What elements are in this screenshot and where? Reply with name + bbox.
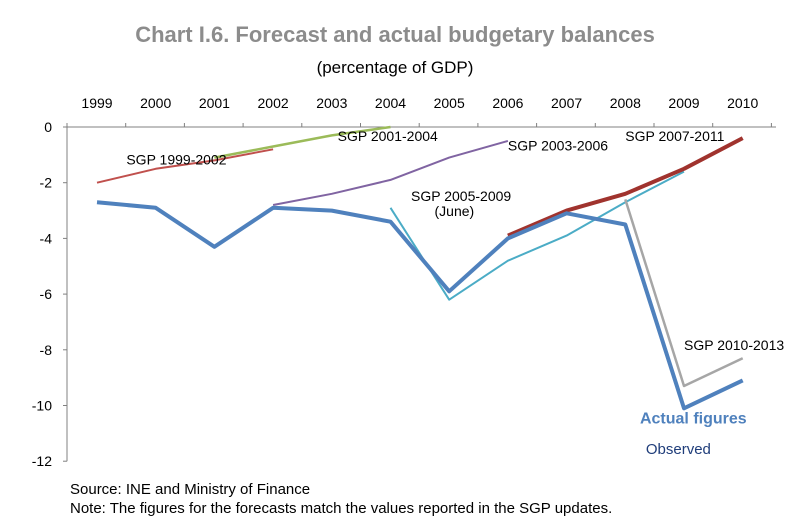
x-tick-label: 2003 <box>316 95 347 111</box>
x-tick-label: 2005 <box>434 95 465 111</box>
annotation-label: SGP 2001-2004 <box>338 128 438 144</box>
x-tick-label: 2004 <box>375 95 406 111</box>
annotations: SGP 1999-2002 SGP 2001-2004 SGP 2003-2006 S… <box>126 128 784 458</box>
series-sgp-1999-2002 <box>96 148 274 184</box>
series-sgp-2003-2006 <box>272 139 509 206</box>
x-tick-label: 2000 <box>140 95 171 111</box>
x-tick-label: 2010 <box>727 95 758 111</box>
annotation-label: Observed <box>646 441 711 458</box>
x-tick-label: 2007 <box>551 95 582 111</box>
series-sgp-2010-2013 <box>624 199 744 388</box>
series-actual-figures <box>96 200 744 411</box>
y-tick-label: 0 <box>44 119 52 135</box>
x-tick-label: 2009 <box>668 95 699 111</box>
annotation-label: (June) <box>435 203 475 219</box>
y-tick-label: -6 <box>40 286 53 302</box>
x-tick-label: 2008 <box>610 95 641 111</box>
series-sgp-2001-2004 <box>214 125 391 159</box>
axes: 0 -2 -4 -6 -8 -10 -12 1999 2000 2001 2002 2003 2004 2… <box>32 95 776 469</box>
annotation-label: SGP 2007-2011 <box>625 128 724 144</box>
y-tick-label: -8 <box>40 342 53 358</box>
x-tick-label: 2002 <box>258 95 289 111</box>
x-tick-label: 2006 <box>492 95 523 111</box>
series-lines <box>96 125 744 411</box>
source-note: Source: INE and Ministry of Finance <box>70 481 311 498</box>
y-tick-label: -4 <box>40 230 53 246</box>
annotation-label: SGP 1999-2002 <box>126 152 226 168</box>
y-tick-label: -2 <box>40 175 53 191</box>
chart-title: Chart I.6. Forecast and actual budgetary… <box>135 22 655 47</box>
annotation-label: SGP 2010-2013 <box>684 337 784 353</box>
footnote: Note: The figures for the forecasts matc… <box>70 500 613 517</box>
x-tick-label: 2001 <box>199 95 230 111</box>
annotation-label: SGP 2003-2006 <box>508 138 608 154</box>
chart-subtitle: (percentage of GDP) <box>316 58 474 77</box>
y-tick-label: -10 <box>32 398 52 414</box>
series-sgp-2007-2011 <box>507 136 744 238</box>
annotation-label: SGP 2005-2009 <box>411 188 511 204</box>
annotation-label: Actual figures <box>640 411 747 428</box>
series-sgp-2005-2009-june <box>389 170 685 301</box>
x-tick-label: 1999 <box>81 95 112 111</box>
y-tick-label: -12 <box>32 453 52 469</box>
